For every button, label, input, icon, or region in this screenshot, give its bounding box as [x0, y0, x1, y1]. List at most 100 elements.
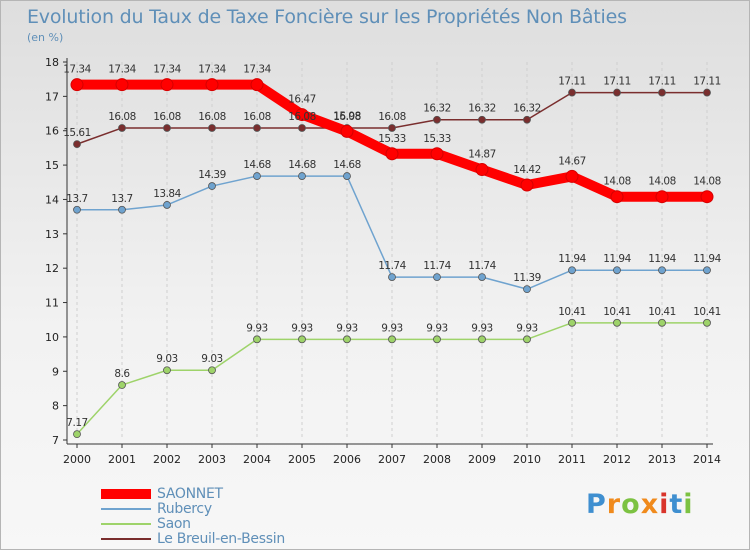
data-label: 16.32	[423, 103, 451, 115]
data-label: 16.08	[108, 111, 136, 123]
data-point	[295, 108, 309, 122]
proxiti-logo: Proxiti	[586, 489, 694, 520]
x-tick-label: 2006	[333, 453, 361, 466]
legend-swatch-saonnet	[101, 489, 151, 499]
x-tick-label: 2007	[378, 453, 406, 466]
data-label: 11.94	[603, 253, 631, 265]
data-point	[523, 285, 531, 294]
y-tick-label: 16	[45, 125, 59, 138]
data-point	[523, 115, 531, 124]
data-label: 10.41	[603, 306, 631, 318]
data-point	[118, 381, 126, 389]
data-label: 14.08	[603, 176, 631, 188]
data-point	[478, 335, 486, 344]
data-point	[568, 318, 576, 327]
data-label: 15.98	[333, 110, 361, 122]
y-tick-label: 8	[52, 400, 59, 413]
x-tick-label: 2010	[513, 453, 541, 466]
data-label: 13.7	[111, 193, 132, 205]
data-label: 14.68	[288, 159, 316, 171]
data-point	[208, 124, 216, 132]
data-label: 16.32	[468, 103, 496, 115]
data-label: 11.94	[693, 253, 721, 265]
data-point	[700, 190, 714, 204]
data-label: 11.39	[513, 272, 541, 284]
data-label: 16.08	[333, 111, 361, 123]
data-label: 15.61	[63, 127, 91, 139]
x-tick-label: 2014	[693, 453, 721, 466]
data-label: 11.94	[648, 253, 676, 265]
data-label: 11.74	[423, 260, 451, 272]
x-tick-label: 2000	[63, 453, 91, 466]
data-point	[433, 273, 441, 282]
data-label: 13.7	[66, 193, 87, 205]
data-label: 16.08	[243, 111, 271, 123]
data-point	[163, 366, 171, 375]
data-label: 14.08	[648, 176, 676, 188]
data-label: 17.34	[108, 64, 136, 76]
data-label: 10.41	[693, 306, 721, 318]
x-tick-label: 2004	[243, 453, 271, 466]
data-point	[703, 88, 711, 97]
data-label: 15.33	[378, 133, 406, 145]
data-point	[388, 335, 396, 344]
data-label: 11.74	[378, 260, 406, 272]
data-label: 17.34	[153, 64, 181, 76]
y-tick-label: 12	[45, 262, 59, 275]
unit-label: (en %)	[27, 31, 64, 44]
data-point	[610, 190, 624, 204]
data-point	[253, 335, 261, 344]
data-point	[253, 124, 261, 132]
data-label: 16.32	[513, 103, 541, 115]
data-point	[613, 266, 621, 275]
data-point	[298, 124, 306, 132]
data-label: 10.41	[558, 306, 586, 318]
legend-swatch-le-breuil	[101, 538, 151, 540]
data-label: 14.67	[558, 155, 586, 167]
legend-label-saonnet: SAONNET	[157, 486, 223, 502]
data-point	[613, 318, 621, 327]
data-point	[433, 115, 441, 124]
data-label: 10.41	[648, 306, 676, 318]
data-point	[703, 318, 711, 327]
data-point	[388, 273, 396, 282]
data-point	[163, 201, 171, 209]
data-label: 16.08	[378, 111, 406, 123]
x-tick-label: 2011	[558, 453, 586, 466]
legend-label-rubercy: Rubercy	[157, 501, 212, 517]
data-point	[205, 78, 219, 92]
data-point	[340, 124, 354, 138]
data-point	[478, 115, 486, 124]
data-label: 17.11	[603, 76, 631, 88]
data-label: 9.93	[426, 322, 447, 334]
data-label: 9.93	[381, 322, 402, 334]
y-tick-label: 13	[45, 228, 59, 241]
y-tick-label: 18	[45, 56, 59, 69]
data-label: 14.87	[468, 149, 496, 161]
x-tick-label: 2013	[648, 453, 676, 466]
x-tick-label: 2008	[423, 453, 451, 466]
data-label: 9.03	[201, 353, 222, 365]
data-point	[613, 88, 621, 97]
axes: 7 8 9 10 11 12 13 14 15 16 17 18 2000 2001 2002 2003 200…	[45, 56, 721, 466]
data-label: 8.6	[114, 368, 130, 380]
data-label: 14.68	[243, 159, 271, 171]
data-point	[73, 430, 81, 439]
data-point	[520, 178, 534, 192]
x-tick-label: 2001	[108, 453, 136, 466]
x-tick-label: 2002	[153, 453, 181, 466]
data-point	[703, 266, 711, 275]
data-point	[118, 205, 126, 214]
legend-swatch-saon	[101, 523, 151, 525]
data-label: 15.33	[423, 133, 451, 145]
data-point	[208, 182, 216, 190]
y-tick-label: 7	[52, 434, 59, 447]
y-tick-label: 14	[45, 193, 59, 206]
data-point	[388, 124, 396, 132]
data-point	[73, 205, 81, 214]
data-label: 14.08	[693, 176, 721, 188]
data-point	[568, 266, 576, 275]
legend-swatch-rubercy	[101, 508, 151, 510]
data-point	[163, 124, 171, 132]
data-label: 9.93	[471, 322, 492, 334]
